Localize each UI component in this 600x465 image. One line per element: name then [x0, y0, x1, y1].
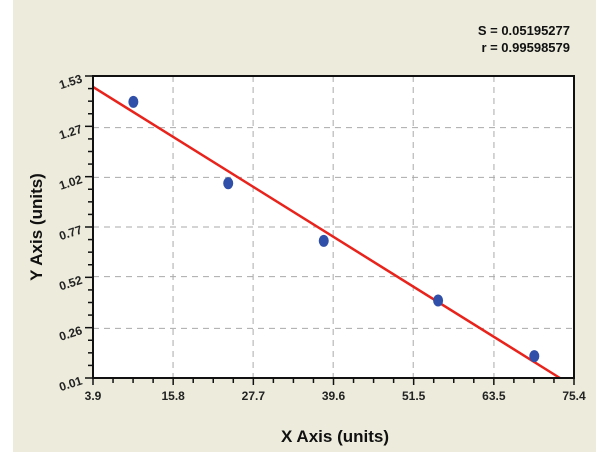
fit-statistics: S = 0.05195277 r = 0.99598579 — [478, 22, 570, 56]
plot-border — [92, 75, 575, 379]
s-value: S = 0.05195277 — [477, 23, 570, 38]
y-tick-label: 0.01 — [57, 373, 84, 394]
x-tick-label: 63.5 — [482, 389, 506, 403]
gridlines — [93, 76, 574, 378]
data-points — [128, 95, 540, 363]
r-value: r = 0.99598579 — [481, 40, 570, 55]
data-point — [529, 350, 540, 363]
data-point — [318, 234, 329, 247]
y-tick-label: 1.53 — [57, 71, 84, 92]
x-tick-label: 27.7 — [242, 389, 266, 403]
data-point — [223, 177, 234, 190]
y-tick-label: 1.02 — [57, 172, 84, 193]
x-tick-label: 39.6 — [322, 389, 346, 403]
x-tick-label: 75.4 — [562, 389, 586, 403]
x-tick-label: 15.8 — [161, 389, 185, 403]
x-tick-label: 3.9 — [85, 389, 102, 403]
x-tick-label: 51.5 — [402, 389, 426, 403]
x-tick-labels: 3.9 15.8 27.7 39.6 51.5 63.5 75.4 — [85, 389, 586, 403]
y-tick-label: 0.52 — [57, 273, 84, 294]
data-point — [128, 95, 139, 108]
y-tick-label: 0.77 — [57, 222, 84, 243]
data-point — [433, 294, 444, 307]
x-axis-title: X Axis (units) — [281, 427, 389, 446]
y-axis-title: Y Axis (units) — [27, 173, 46, 281]
regression-line — [92, 85, 561, 380]
y-tick-label: 1.27 — [57, 122, 84, 143]
y-tick-label: 0.26 — [57, 323, 84, 344]
y-tick-labels: 0.01 0.26 0.52 0.77 1.02 1.27 1.53 — [57, 71, 84, 394]
